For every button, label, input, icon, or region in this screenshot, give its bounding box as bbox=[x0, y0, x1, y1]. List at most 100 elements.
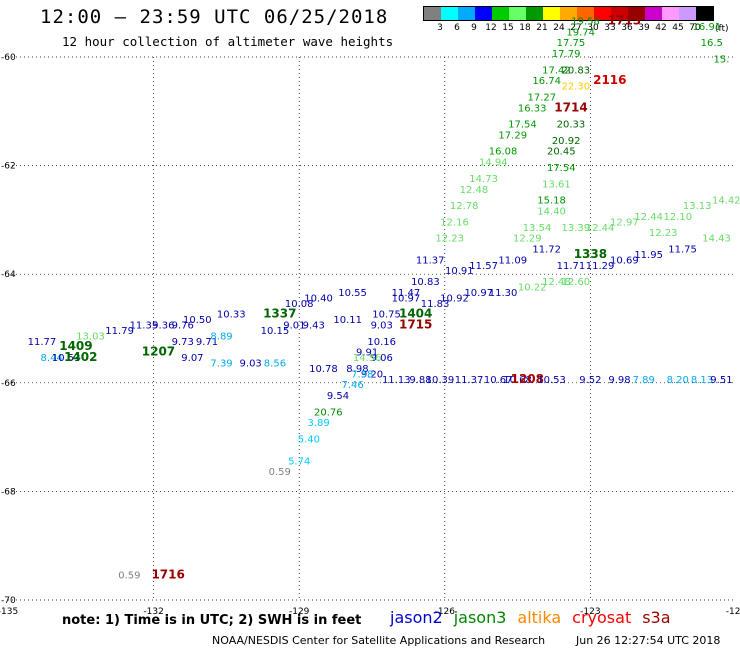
wave-height-label: 9.73 bbox=[172, 337, 194, 348]
color-scale-label: 70 bbox=[689, 23, 701, 33]
wave-height-label: 14.43 bbox=[702, 234, 731, 245]
wave-height-label: 9.06 bbox=[371, 353, 393, 364]
x-tick-label: -126 bbox=[435, 607, 456, 617]
wave-height-label: 17.29 bbox=[498, 130, 527, 141]
wave-height-label: 8.44 bbox=[41, 353, 63, 364]
color-scale-legend: 3 6 9 12 15 18 21 24 27 30 33 36 39 42 45 70 bbox=[423, 6, 714, 35]
color-scale-swatch bbox=[696, 7, 713, 20]
wave-height-label: 12.44 bbox=[586, 223, 615, 234]
color-scale-swatch bbox=[509, 7, 526, 20]
wave-height-label: 14.42 bbox=[712, 196, 740, 207]
wave-height-label: 14.40 bbox=[537, 206, 566, 217]
wave-height-label: 14.56 bbox=[353, 353, 382, 364]
wave-height-label: 10.50 bbox=[183, 315, 212, 326]
color-scale-swatch bbox=[543, 7, 560, 20]
y-tick-label: -70 bbox=[1, 596, 16, 606]
wave-height-label: 13.61 bbox=[542, 179, 571, 190]
credit-line: NOAA/NESDIS Center for Satellite Applica… bbox=[212, 634, 546, 647]
color-scale-swatch bbox=[424, 7, 441, 20]
wave-height-label: 16.08 bbox=[489, 147, 518, 158]
wave-height-label: 12.44 bbox=[634, 212, 663, 223]
wave-height-label: 10.92 bbox=[440, 293, 469, 304]
wave-height-label: 14.73 bbox=[469, 174, 498, 185]
color-scale-swatch bbox=[645, 7, 662, 20]
color-scale-label: 45 bbox=[672, 23, 684, 33]
color-scale-label: 9 bbox=[471, 23, 477, 33]
color-scale-label: 21 bbox=[536, 23, 548, 33]
wave-height-label: 7.89 bbox=[633, 375, 655, 386]
color-scale-label: 36 bbox=[621, 23, 633, 33]
wave-height-label: 1404 bbox=[399, 307, 432, 321]
wave-height-label: 1713 bbox=[608, 13, 641, 27]
wave-height-label: 12.97 bbox=[610, 217, 639, 228]
wave-height-label: 10.97 bbox=[392, 293, 421, 304]
wave-height-label: 9.71 bbox=[196, 337, 218, 348]
wave-height-label: 10.22 bbox=[518, 282, 547, 293]
wave-height-label: 10.16 bbox=[367, 337, 396, 348]
color-scale-swatch bbox=[577, 7, 594, 20]
wave-height-label: 10.69 bbox=[610, 255, 639, 266]
color-scale-label: 15 bbox=[502, 23, 514, 33]
wave-height-label: 1714 bbox=[554, 100, 587, 114]
color-scale-label: 24 bbox=[553, 23, 565, 33]
color-scale-swatch bbox=[628, 7, 645, 20]
color-scale-swatch bbox=[611, 7, 628, 20]
wave-height-label: 8.20 bbox=[667, 375, 689, 386]
wave-height-label: 9.98 bbox=[608, 375, 630, 386]
wave-height-label: 12.78 bbox=[450, 201, 479, 212]
wave-height-label: 11.77 bbox=[28, 337, 57, 348]
wave-height-label: 15. bbox=[713, 54, 729, 65]
wave-height-label: 11.37 bbox=[416, 255, 445, 266]
wave-height-label: 7.46 bbox=[341, 380, 363, 391]
wave-height-label: 12.23 bbox=[435, 234, 464, 245]
wave-height-label: 9.20 bbox=[361, 369, 383, 380]
wave-height-label: 9.43 bbox=[303, 321, 325, 332]
color-scale-swatches bbox=[423, 6, 714, 21]
wave-height-label: 9.07 bbox=[181, 353, 203, 364]
wave-height-label: 13.54 bbox=[523, 223, 552, 234]
wave-height-label: 19.74 bbox=[566, 27, 595, 38]
wave-height-label: 11.95 bbox=[634, 250, 663, 261]
wave-height-label: 20.76 bbox=[314, 407, 343, 418]
wave-height-label: 9.03 bbox=[240, 359, 262, 370]
wave-height-label: 11.35 bbox=[130, 321, 159, 332]
wave-height-label: 16.5 bbox=[701, 38, 723, 49]
color-scale-swatch bbox=[560, 7, 577, 20]
wave-height-label: 10.11 bbox=[333, 315, 362, 326]
color-scale-label: 27 bbox=[570, 23, 582, 33]
wave-height-label: 9.76 bbox=[172, 321, 194, 332]
wave-height-label: 11.83 bbox=[421, 299, 450, 310]
wave-height-label: 11.29 bbox=[586, 261, 615, 272]
wave-height-label: 10.33 bbox=[217, 310, 246, 321]
wave-height-label: 17.54 bbox=[508, 120, 537, 131]
wave-height-label: 8.56 bbox=[264, 359, 286, 370]
wave-height-label: 10.40 bbox=[304, 293, 333, 304]
color-scale-label: 30 bbox=[587, 23, 599, 33]
wave-height-label: 7.39 bbox=[210, 359, 232, 370]
color-scale-unit: (ft) bbox=[715, 24, 729, 34]
x-tick-label: -129 bbox=[289, 607, 310, 617]
wave-height-label: 13.03 bbox=[76, 331, 105, 342]
wave-height-label: 0.59 bbox=[118, 570, 140, 581]
wave-height-label: 17.75 bbox=[557, 38, 586, 49]
wave-height-label: 11.72 bbox=[532, 244, 561, 255]
wave-height-label: 10.97 bbox=[464, 288, 493, 299]
wave-height-label: 1409 bbox=[59, 339, 92, 353]
y-tick-label: -66 bbox=[1, 379, 16, 389]
wave-height-label: 10.68 bbox=[503, 375, 532, 386]
wave-height-label: 11.09 bbox=[498, 255, 527, 266]
wave-height-label: 20.33 bbox=[557, 120, 586, 131]
wave-height-label: 17.27 bbox=[528, 92, 557, 103]
wave-height-label: 9.03 bbox=[371, 321, 393, 332]
wave-height-label: 12.23 bbox=[649, 228, 678, 239]
wave-height-label: 20.83 bbox=[562, 65, 591, 76]
wave-height-label: 11.71 bbox=[557, 261, 586, 272]
color-scale-swatch bbox=[475, 7, 492, 20]
wave-height-label: 9.36 bbox=[152, 321, 174, 332]
wave-height-label: 13.39 bbox=[562, 223, 591, 234]
wave-height-label: 12.60 bbox=[562, 277, 591, 288]
color-scale-swatch bbox=[458, 7, 475, 20]
color-scale-label: 12 bbox=[485, 23, 497, 33]
color-scale-swatch bbox=[662, 7, 679, 20]
